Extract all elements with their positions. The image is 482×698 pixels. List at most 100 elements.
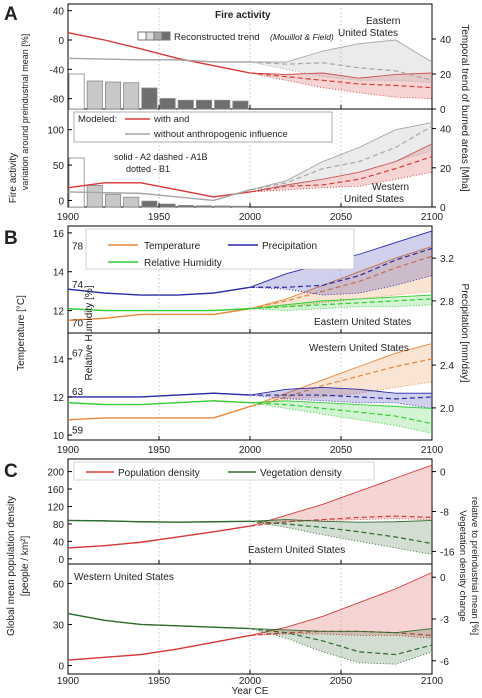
line-precipitation — [68, 392, 251, 398]
legend-with-label: with and — [153, 114, 189, 125]
bar-1940 — [141, 87, 158, 110]
ytick-label-p1-0: 0 — [58, 196, 64, 207]
y2tick-label-p0-0: 0 — [440, 105, 446, 116]
scenario-note-2: dotted - B1 — [126, 164, 170, 174]
bar-1960 — [177, 99, 194, 110]
ytick-label-p4-0: 0 — [58, 555, 64, 566]
bar-1950 — [159, 203, 176, 208]
ytick-label-p0-0: 0 — [58, 36, 64, 47]
panel-letter-b: B — [4, 228, 18, 249]
line-without-anthropogenic-influence — [67, 57, 250, 63]
mid-with — [249, 72, 433, 89]
y2tick-label-p1-20: 20 — [440, 164, 452, 175]
ytick-label-p5-30: 30 — [53, 620, 65, 631]
mid-precipitation — [250, 247, 433, 288]
bar-1980 — [214, 205, 231, 208]
y2tick-label-p4-1: -8 — [440, 508, 449, 519]
bar-1960 — [177, 205, 194, 208]
mid-vegetation-density — [249, 627, 433, 656]
reconstructed-bars-east — [68, 73, 249, 110]
line-population-density — [67, 525, 251, 549]
band-with — [68, 143, 432, 197]
y2tick-label-p5-2: -6 — [440, 657, 449, 668]
line-vegetation-density — [67, 519, 251, 523]
y2tick-label-p2-0: 3.2 — [440, 254, 454, 265]
rh-tick-p3-63: 63 — [72, 387, 84, 398]
bar-1980 — [214, 99, 231, 110]
reconstructed-bars-west — [68, 157, 249, 208]
xtick-label-2-2100: 2100 — [421, 676, 444, 687]
xtick-label-0-2000: 2000 — [239, 212, 262, 223]
y2tick-label-p5-1: -3 — [440, 615, 449, 626]
bar-1930 — [123, 82, 140, 110]
y2tick-label-p4-0: 0 — [440, 468, 446, 479]
y2tick-label-p0-40: 40 — [440, 35, 452, 46]
reconstructed-source: (Mouillot & Field) — [270, 32, 334, 42]
x-axis-label: Year CE — [232, 686, 269, 697]
rh-tick-p3-67: 67 — [72, 348, 84, 359]
ytick-label-p0--40: -40 — [50, 65, 65, 76]
density-legend-box — [73, 461, 375, 481]
fire-activity-title: Fire activity — [215, 10, 271, 21]
y2tick-label-p1-0: 0 — [440, 203, 446, 214]
bar-1920 — [105, 193, 122, 208]
ytick-label-p3-10: 10 — [53, 431, 65, 442]
bar-1970 — [195, 205, 212, 208]
band-temperature — [68, 343, 432, 420]
legend-pop-label: Population density — [118, 468, 200, 479]
xtick-label-2-1900: 1900 — [57, 676, 80, 687]
ytick-label-p0-40: 40 — [53, 7, 65, 18]
band-temperature — [68, 246, 432, 321]
ytick-label-p4-40: 40 — [53, 537, 65, 548]
mid-precipitation — [250, 394, 433, 400]
region-label-a2-line2: United States — [344, 194, 404, 205]
legend-temperature-label: Temperature — [144, 241, 201, 252]
reconstructed-legend-label: Reconstructed trend — [174, 32, 260, 43]
temperature-ylabel: Temperature [°C] — [16, 295, 27, 371]
region-label-a1-line2: United States — [338, 28, 398, 39]
xtick-label-2-2050: 2050 — [330, 676, 353, 687]
xtick-label-0-2050: 2050 — [330, 212, 353, 223]
ytick-label-p5-60: 60 — [53, 579, 65, 590]
bar-1900 — [68, 73, 85, 110]
bar-1910 — [86, 185, 103, 208]
xtick-label-1-1950: 1950 — [148, 445, 171, 456]
bar-1930 — [123, 196, 140, 208]
veg-ylabel-line1: Vegetation density change — [457, 510, 468, 621]
pop-ylabel-line1: Global mean population density — [6, 496, 17, 636]
band-without-anthropogenic-influence — [68, 40, 432, 83]
region-label-b1: Eastern United States — [314, 317, 411, 328]
pop-ylabel-line2: [people / km²] — [20, 535, 31, 596]
band-population-density — [68, 465, 432, 548]
y2tick-label-p1-40: 40 — [440, 125, 452, 136]
fire-ylabel-line2: variation around preindustrial mean [%] — [20, 34, 30, 191]
modeled-legend-title: Modeled: — [78, 114, 117, 125]
band-precipitation — [68, 387, 432, 409]
modeled-legend-box — [73, 111, 333, 143]
xtick-label-1-1900: 1900 — [57, 445, 80, 456]
bar-1900 — [68, 157, 85, 208]
legend-without-label: without anthropogenic influence — [153, 129, 288, 140]
mid-relative-humidity — [249, 298, 433, 310]
line-relative-humidity — [67, 400, 251, 406]
legend-rh-label: Relative Humidity — [144, 258, 222, 269]
xtick-label-2-1950: 1950 — [148, 676, 171, 687]
xtick-label-1-2100: 2100 — [421, 445, 444, 456]
ytick-label-p2-14: 14 — [53, 268, 65, 279]
band-relative-humidity — [68, 400, 432, 434]
ytick-label-p0--80: -80 — [50, 95, 65, 106]
fire-y2label: Temporal trend of burned areas [Mha] — [459, 24, 470, 192]
xtick-label-0-1950: 1950 — [148, 212, 171, 223]
ytick-label-p4-200: 200 — [47, 468, 64, 479]
year-gridlines — [158, 4, 342, 674]
precip-ylabel: Precipitation [mm/day] — [459, 284, 470, 383]
ytick-label-p5-0: 0 — [58, 662, 64, 673]
region-label-b2: Western United States — [309, 343, 409, 354]
line-without-anthropogenic-influence — [67, 189, 251, 202]
legend-veg-label: Vegetation density — [260, 468, 342, 479]
plot-density-west — [67, 572, 433, 665]
region-label-c2: Western United States — [74, 572, 174, 583]
line-population-density — [67, 634, 251, 661]
xtick-label-1-2050: 2050 — [330, 445, 353, 456]
bar-1990 — [232, 205, 249, 208]
